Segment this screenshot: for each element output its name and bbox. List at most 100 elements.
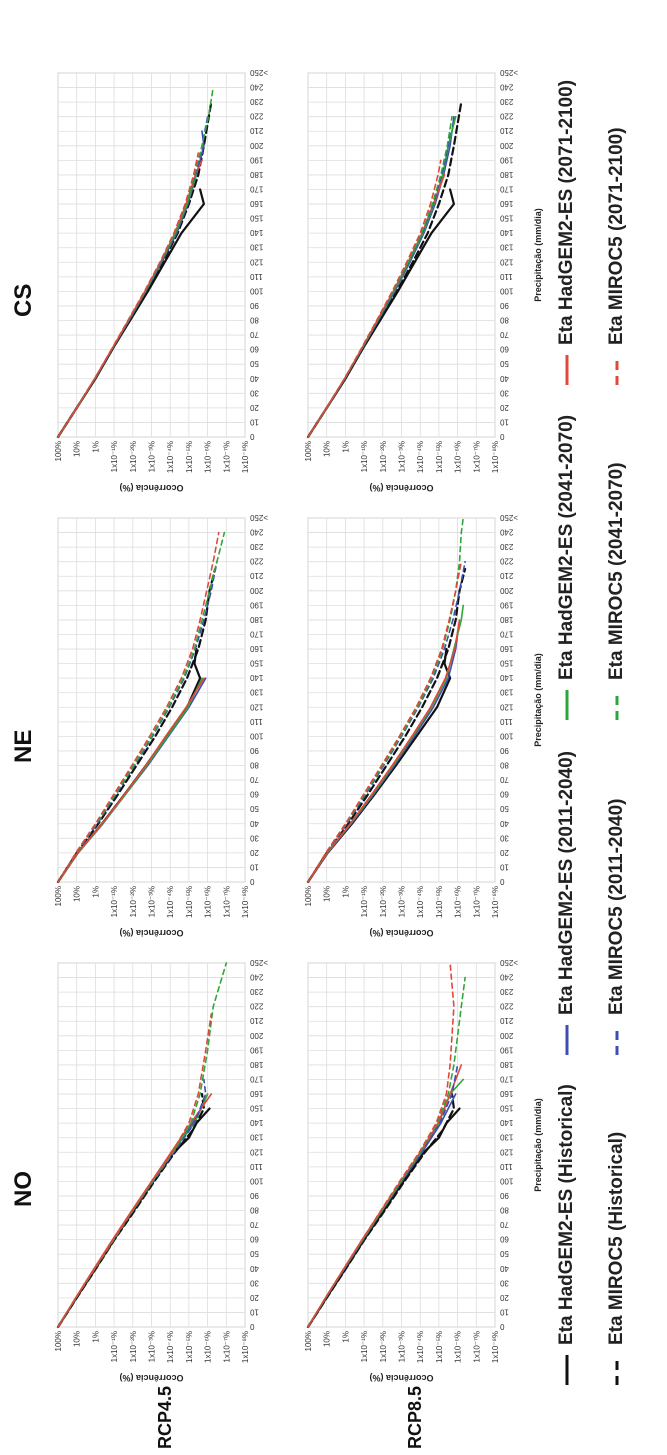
series-line [307,159,442,438]
legend-item: Eta MIROC5 (2041-2070) [606,462,628,720]
x-tick-label: 80 [249,761,258,770]
series-line [57,531,226,883]
x-tick-label: 230 [249,97,263,106]
legend-label: Eta HadGEM2-ES (2011-2040) [556,750,577,1015]
x-tick-label: 120 [499,257,513,266]
chart-svg: 0 10 20 30 40 50 60 70 80 90 100 110 120 130 140 150 160… [54,958,268,1383]
legend-label: Eta HadGEM2-ES (2071-2100) [556,79,577,345]
x-tick-label: 50 [499,1249,508,1258]
x-tick-label: 230 [499,97,513,106]
legend-swatch-dashed-green [615,690,619,720]
x-tick-label: 70 [249,330,258,339]
x-tick-label: 240 [249,83,263,92]
x-tick-label: 140 [499,1118,513,1127]
x-tick-label: 240 [499,528,513,537]
x-tick-label: 90 [249,301,258,310]
x-tick-label: 230 [499,987,513,996]
y-tick-label: 1x10⁻⁶% [454,441,463,473]
x-tick-label: 120 [249,257,263,266]
x-tick-label: 20 [499,1293,508,1302]
x-tick-label: 190 [249,155,263,164]
y-tick-label: 1x10⁻³% [148,1331,157,1362]
x-tick-label: 180 [249,615,263,624]
y-tick-label: 1x10⁻¹% [360,441,369,472]
y-tick-label: 1x10⁻²% [129,886,138,917]
legend-label: Eta MIROC5 (2041-2070) [606,462,627,680]
y-tick-label: 1x10⁻²% [379,441,388,472]
x-tick-label: 0 [499,432,504,441]
x-tick-label: 20 [249,848,258,857]
x-tick-label: 10 [499,862,508,871]
y-tick-label: 100% [54,441,63,461]
x-tick-label: 150 [249,659,263,668]
y-tick-label: 1x10⁻⁴% [166,886,175,918]
x-tick-label: 60 [499,790,508,799]
y-tick-label: 1x10⁻²% [129,1331,138,1362]
x-tick-label: 80 [249,316,258,325]
y-tick-label: 10% [73,1331,82,1347]
x-tick-label: 180 [499,170,513,179]
x-tick-label: 180 [249,1060,263,1069]
chart-panel-no-rcp45: 0 10 20 30 40 50 60 70 80 90 100 110 120 130 140 150 160… [50,955,295,1385]
x-tick-label: 170 [249,1074,263,1083]
x-tick-label: 100 [499,1176,513,1185]
y-tick-label: 1x10⁻⁴% [166,441,175,473]
x-tick-label: 110 [249,717,262,726]
x-tick-label: 0 [249,877,254,886]
y-tick-label: 1x10⁻⁷% [222,1331,231,1363]
series-line [306,1092,455,1329]
legend-swatch-solid-black [565,1355,569,1385]
x-tick-label: >250 [249,68,268,77]
x-tick-label: 90 [249,746,258,755]
series-line [56,567,217,884]
x-tick-label: 90 [499,1191,508,1200]
x-tick-label: 90 [499,301,508,310]
x-tick-label: 40 [499,1264,508,1273]
x-tick-label: 200 [499,141,513,150]
x-tick-label: 130 [499,243,513,252]
x-tick-label: 80 [499,316,508,325]
x-tick-label: 40 [249,374,258,383]
y-tick-label: 1x10⁻⁶% [454,886,463,918]
legend-label: Eta HadGEM2-ES (2041-2070) [556,414,577,680]
y-tick-label: 1x10⁻⁸% [241,886,250,918]
x-tick-label: 190 [249,1045,263,1054]
y-tick-label: 1x10⁻⁴% [416,1331,425,1363]
legend-label: Eta HadGEM2-ES (Historical) [556,1084,577,1345]
x-tick-label: 70 [499,1220,508,1229]
x-tick-label: 30 [499,1278,508,1287]
legend-item: Eta HadGEM2-ES (2071-2100) [556,80,578,385]
x-tick-label: 140 [249,673,263,682]
y-tick-label: 1x10⁻⁶% [204,1331,213,1363]
region-title-ne: NE [10,729,37,763]
series-line [57,1013,213,1328]
y-tick-label: 1x10⁻⁸% [241,1331,250,1363]
x-tick-label: 200 [249,586,263,595]
y-tick-label: 1x10⁻⁵% [185,441,194,473]
x-tick-label: 160 [499,644,513,653]
x-tick-label: 220 [499,1002,513,1011]
x-tick-label: 50 [249,804,258,813]
legend: Eta HadGEM2-ES (Historical) Eta MIROC5 (… [552,65,652,1385]
x-axis-title: Precipitação (mm/dia) [533,1098,543,1192]
x-tick-label: 110 [499,717,512,726]
y-tick-label: 1x10⁻¹% [110,1331,119,1362]
x-tick-label: 60 [499,345,508,354]
y-axis-title: Ocorrência (%) [119,483,183,493]
x-tick-label: 190 [499,155,513,164]
x-tick-label: 70 [499,330,508,339]
y-tick-label: 1x10⁻⁷% [472,1331,481,1363]
y-tick-label: 1x10⁻⁶% [454,1331,463,1363]
region-title-cs: CS [10,283,37,317]
legend-label: Eta MIROC5 (2071-2100) [606,127,627,345]
y-tick-label: 1x10⁻⁵% [435,441,444,473]
y-tick-label: 1x10⁻²% [379,886,388,917]
x-tick-label: 100 [249,1176,263,1185]
x-tick-label: 130 [249,1133,263,1142]
x-tick-label: 160 [249,644,263,653]
y-tick-label: 1x10⁻⁵% [185,886,194,918]
x-tick-label: 160 [249,1089,263,1098]
x-tick-label: 70 [249,1220,258,1229]
x-tick-label: 60 [249,345,258,354]
